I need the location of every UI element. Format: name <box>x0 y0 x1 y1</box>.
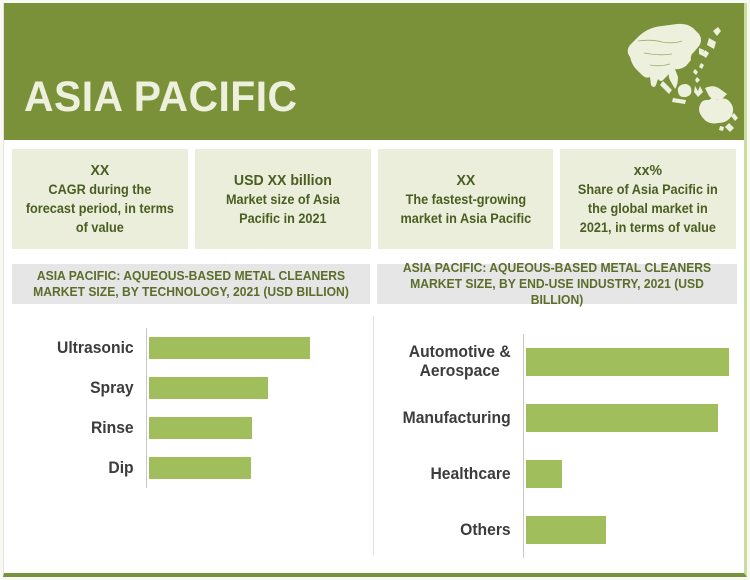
stat-cagr: XX CAGR during the forecast period, in t… <box>12 149 188 249</box>
bar <box>149 417 252 439</box>
bar <box>526 516 606 544</box>
bar-label: Ultrasonic <box>56 338 134 357</box>
bar-row <box>524 446 737 502</box>
header-band: ASIA PACIFIC <box>4 3 744 140</box>
bar-label: Rinse <box>90 418 134 437</box>
stat-description: The fastest-growing market in Asia Pacif… <box>400 191 531 226</box>
bar <box>149 337 310 359</box>
chart-title-technology: ASIA PACIFIC: AQUEOUS-BASED METAL CLEANE… <box>12 264 370 304</box>
chart-panel-end-use: ASIA PACIFIC: AQUEOUS-BASED METAL CLEANE… <box>377 261 737 558</box>
charts-section: ASIA PACIFIC: AQUEOUS-BASED METAL CLEANE… <box>12 261 737 558</box>
bar <box>149 457 251 479</box>
chart-divider <box>373 316 374 555</box>
stat-value: USD XX billion <box>233 171 332 189</box>
stat-description: Share of Asia Pacific in the global mark… <box>578 182 719 235</box>
stat-market-size: USD XX billion Market size of Asia Pacif… <box>194 149 371 249</box>
stat-global-share: xx% Share of Asia Pacific in the global … <box>560 149 736 249</box>
bar-label: Manufacturing <box>402 408 511 427</box>
bar-row <box>147 328 370 368</box>
stat-fastest-growing: XX The fastest-growing market in Asia Pa… <box>377 149 554 249</box>
bar-chart-technology: Ultrasonic Spray Rinse Dip <box>12 328 370 488</box>
bar-label: Healthcare <box>430 464 511 483</box>
plot-area <box>146 328 370 488</box>
page-title: ASIA PACIFIC <box>24 73 298 121</box>
chart-panel-technology: ASIA PACIFIC: AQUEOUS-BASED METAL CLEANE… <box>12 264 370 488</box>
bar <box>526 404 718 432</box>
category-labels: Ultrasonic Spray Rinse Dip <box>12 328 146 488</box>
stat-value: xx% <box>634 162 663 179</box>
bar-label: Automotive & Aerospace <box>408 343 511 380</box>
bar-row <box>147 448 370 488</box>
bar-row <box>147 368 370 408</box>
stat-description: CAGR during the forecast period, in term… <box>25 182 174 235</box>
bar-row <box>524 390 737 446</box>
stat-description: Market size of Asia Pacific in 2021 <box>225 191 340 226</box>
bar-label: Dip <box>108 458 134 477</box>
category-labels: Automotive & Aerospace Manufacturing Healt… <box>377 334 523 558</box>
asia-pacific-map-icon <box>627 23 738 132</box>
stat-value: XX <box>90 162 110 179</box>
bar-row <box>147 408 370 448</box>
stat-value: XX <box>455 171 475 189</box>
bar-chart-end-use: Automotive & Aerospace Manufacturing Healt… <box>377 334 737 558</box>
bar-row <box>524 334 737 390</box>
stats-row: XX CAGR during the forecast period, in t… <box>12 149 736 249</box>
bar <box>526 348 729 376</box>
chart-title-end-use: ASIA PACIFIC: AQUEOUS-BASED METAL CLEANE… <box>377 261 737 307</box>
bar <box>149 377 268 399</box>
plot-area <box>523 334 737 558</box>
infographic-panel: ASIA PACIFIC <box>3 3 747 577</box>
bar <box>526 460 562 488</box>
bar-label: Others <box>460 520 511 539</box>
bar-row <box>524 502 737 558</box>
bar-label: Spray <box>90 378 134 397</box>
